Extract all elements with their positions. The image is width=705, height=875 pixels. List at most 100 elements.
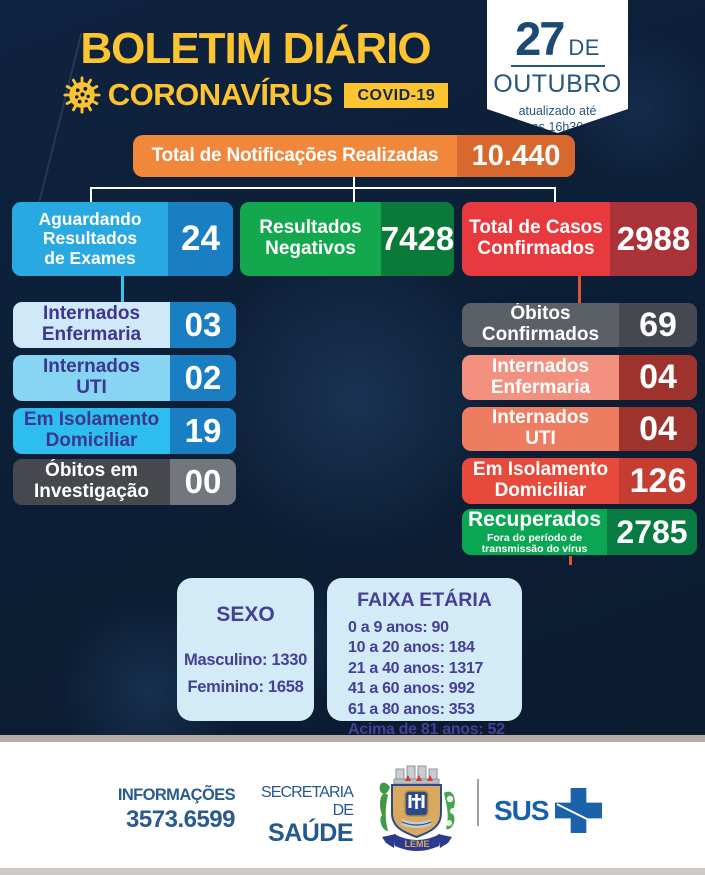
value: 04: [619, 355, 697, 400]
label-line: Investigação: [33, 481, 150, 502]
label-line: Resultados: [259, 217, 362, 239]
info-label: INFORMAÇÕES: [117, 786, 236, 804]
value: 126: [619, 458, 697, 504]
date-of: DE: [568, 35, 600, 60]
label-line: UTI: [525, 428, 556, 449]
total-notifications-label: Total de Notificações Realizadas: [151, 145, 439, 166]
sus-logo: SUS: [494, 788, 602, 833]
label: Internados UTI: [462, 407, 619, 451]
sublabel-line: transmissão do vírus: [481, 543, 588, 555]
label-line: Internados: [42, 303, 141, 325]
footer-divider: [477, 779, 479, 826]
value: 2785: [607, 509, 697, 555]
label: Em Isolamento Domiciliar: [462, 458, 619, 504]
box-negativos-value: 7428: [381, 202, 454, 276]
label-line: Aguardando: [38, 209, 142, 230]
label-line: Internados: [491, 355, 590, 377]
label: Óbitos Confirmados: [462, 303, 619, 347]
date-day-row: 27 DE: [487, 12, 628, 65]
label-line: UTI: [76, 377, 107, 398]
faixa-line: 10 a 20 anos: 184: [348, 639, 475, 657]
subtitle-row: CORONAVÍRUS COVID-19: [8, 74, 503, 116]
date-underline: [510, 65, 605, 67]
faixa-line: 41 a 60 anos: 992: [348, 680, 475, 698]
connector-drop-right: [554, 189, 556, 202]
faixa-line: Acima de 81 anos: 52: [348, 721, 505, 739]
label-line: Internados: [491, 407, 590, 429]
label-line: Em Isolamento: [472, 459, 609, 481]
faixa-etaria-panel: FAIXA ETÁRIA 0 a 9 anos: 90 10 a 20 anos…: [327, 578, 522, 738]
value: 00: [170, 459, 236, 505]
box-resultados-negativos: Resultados Negativos 7428: [240, 202, 454, 276]
leme-coat-of-arms-icon: LEME: [379, 765, 456, 851]
sexo-female: Feminino: 1658: [187, 677, 304, 696]
date-ribbon: 27 DE OUTUBRO atualizado até as 16h30: [487, 0, 628, 133]
label-line: Enfermaria: [41, 324, 142, 345]
date-month: OUTUBRO: [493, 70, 622, 98]
value: 69: [619, 303, 697, 347]
connector-horizontal: [90, 187, 556, 189]
label: Internados Enfermaria: [462, 355, 619, 400]
connector-vertical: [353, 177, 355, 188]
connector-cyan-tick: [121, 276, 124, 303]
label-line: Domiciliar: [494, 480, 587, 501]
label-line: Enfermaria: [490, 376, 591, 398]
connector-drop-center: [353, 189, 355, 202]
info-phone: 3573.6599: [126, 806, 235, 833]
label-line: Total de Casos: [469, 217, 603, 239]
faixa-etaria-title: FAIXA ETÁRIA: [357, 589, 492, 611]
label: Em Isolamento Domiciliar: [13, 408, 170, 454]
faixa-line: 21 a 40 anos: 1317: [348, 659, 484, 677]
footer-bottom-strip: [0, 868, 705, 875]
connector-red-tick: [578, 276, 581, 304]
sublabel-line: Fora do período de: [486, 531, 583, 544]
virus-icon: [63, 76, 101, 114]
crest-ribbon-text: LEME: [404, 839, 429, 849]
box-isolamento-domiciliar-suspeitos: Em Isolamento Domiciliar 19: [13, 408, 236, 454]
box-casos-confirmados: Total de Casos Confirmados 2988: [462, 202, 697, 276]
box-negativos-label: Resultados Negativos: [240, 202, 381, 276]
box-obitos-investigacao: Óbitos em Investigação 00: [13, 459, 236, 505]
sus-cross-icon: [554, 788, 602, 833]
box-aguardando-label: Aguardando Resultados de Exames: [12, 202, 168, 276]
faixa-line: 0 a 9 anos: 90: [348, 619, 449, 636]
box-obitos-confirmados: Óbitos Confirmados 69: [462, 303, 697, 347]
footer-dept-block: SECRETARIA DE SAÚDE: [248, 784, 354, 848]
box-internados-uti-confirmados: Internados UTI 04: [462, 407, 697, 451]
page-title: BOLETIM DIÁRIO: [80, 24, 431, 73]
sexo-male: Masculino: 1330: [184, 650, 307, 669]
box-internados-uti-suspeitos: Internados UTI 02: [13, 355, 236, 401]
label-line: Negativos: [265, 238, 356, 259]
box-aguardando-resultados: Aguardando Resultados de Exames 24: [12, 202, 233, 276]
date-updated-line1: atualizado até: [518, 104, 597, 118]
label-line: Confirmados: [481, 324, 600, 345]
sexo-title: SEXO: [216, 602, 275, 626]
label-line: Óbitos: [510, 303, 571, 325]
label-line: Recuperados: [467, 509, 602, 532]
box-recuperados: Recuperados Fora do período de transmiss…: [462, 509, 697, 555]
label-line: Internados: [42, 356, 141, 378]
total-notifications-bar: Total de Notificações Realizadas 10.440: [133, 135, 575, 177]
box-isolamento-domiciliar-confirmados: Em Isolamento Domiciliar 126: [462, 458, 697, 504]
dept-line2: SAÚDE: [267, 819, 354, 847]
box-aguardando-value: 24: [168, 202, 233, 276]
label: Óbitos em Investigação: [13, 459, 170, 505]
value: 03: [170, 302, 236, 348]
total-notifications-value: 10.440: [457, 135, 575, 177]
sexo-panel: SEXO Masculino: 1330 Feminino: 1658: [177, 578, 314, 721]
box-internados-enfermaria-confirmados: Internados Enfermaria 04: [462, 355, 697, 400]
date-day: 27: [515, 12, 565, 65]
box-confirmados-label: Total de Casos Confirmados: [462, 202, 610, 276]
label-line: de Exames: [44, 247, 136, 268]
label-line: Em Isolamento: [23, 409, 160, 431]
box-internados-enfermaria-suspeitos: Internados Enfermaria 03: [13, 302, 236, 348]
label: Internados UTI: [13, 355, 170, 401]
dept-line1: SECRETARIA DE: [260, 784, 354, 819]
label: Recuperados Fora do período de transmiss…: [462, 509, 607, 555]
label-line: Confirmados: [477, 238, 595, 259]
label: Internados Enfermaria: [13, 302, 170, 348]
connector-red-tick-bottom: [569, 556, 572, 565]
subtitle-coronavirus: CORONAVÍRUS: [107, 77, 333, 112]
value: 02: [170, 355, 236, 401]
